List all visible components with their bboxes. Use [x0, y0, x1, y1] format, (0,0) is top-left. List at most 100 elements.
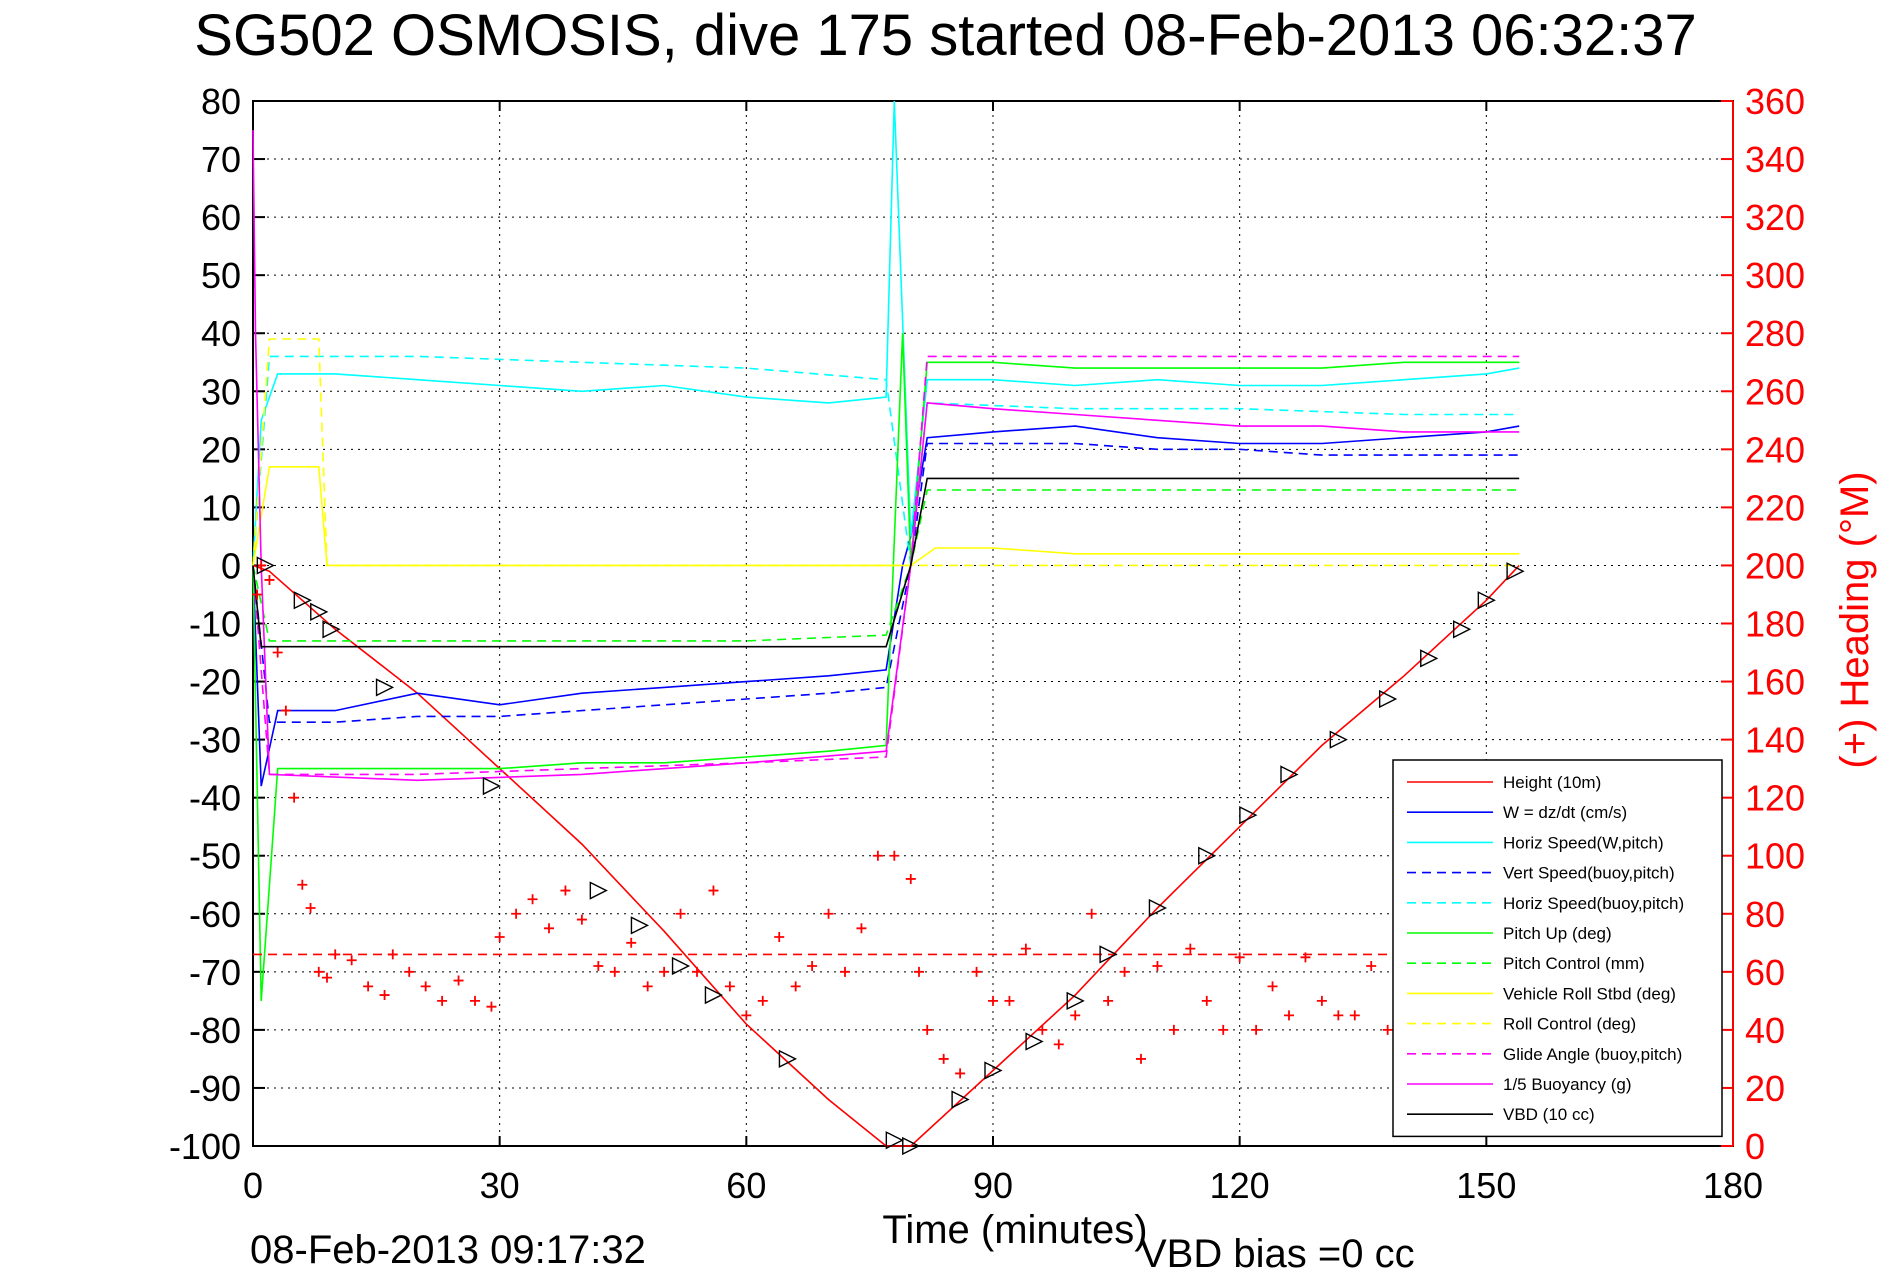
heading-point — [922, 1024, 933, 1035]
heading-point — [988, 995, 998, 1006]
turn-marker — [256, 556, 275, 575]
turn-marker — [1099, 945, 1118, 964]
heading-point — [494, 932, 505, 942]
right-tick-label: 120 — [1745, 778, 1805, 819]
heading-point — [872, 850, 883, 861]
turn-marker — [1148, 898, 1168, 918]
right-tick-label: 200 — [1745, 545, 1805, 586]
y-tick-label: 0 — [221, 545, 241, 586]
heading-point — [905, 873, 916, 884]
heading-point — [955, 1068, 966, 1079]
right-tick-label: 40 — [1745, 1010, 1785, 1051]
heading-point — [289, 792, 300, 803]
turn-marker — [704, 985, 724, 1005]
heading-point — [470, 995, 480, 1006]
heading-point — [486, 1001, 497, 1012]
heading-point — [593, 961, 604, 972]
turn-marker — [1477, 591, 1496, 610]
y-tick-label: -70 — [189, 952, 241, 993]
heading-point — [387, 949, 398, 960]
legend-label-5: Pitch Up (deg) — [1503, 924, 1612, 943]
heading-point — [453, 975, 464, 986]
turn-marker — [951, 1090, 970, 1109]
heading-point — [272, 647, 283, 658]
x-tick-label: 0 — [243, 1165, 263, 1206]
right-tick-label: 280 — [1745, 313, 1805, 354]
heading-point — [692, 966, 702, 977]
heading-point — [1349, 1010, 1360, 1021]
turn-marker — [1280, 765, 1299, 784]
heading-point — [511, 908, 522, 919]
x-tick-label: 90 — [973, 1165, 1013, 1206]
heading-point — [1316, 995, 1327, 1006]
y-axis-ticks: -100-90-80-70-60-50-40-30-20-10010203040… — [169, 81, 265, 1167]
right-axis-label: (+) Heading (°M) — [1833, 471, 1877, 768]
y-tick-label: -100 — [169, 1126, 241, 1167]
heading-point — [914, 966, 924, 977]
heading-point — [757, 995, 768, 1006]
heading-point — [1037, 1024, 1048, 1035]
turn-marker — [885, 1131, 904, 1150]
legend-label-6: Pitch Control (mm) — [1503, 954, 1645, 973]
heading-point — [626, 937, 637, 948]
legend-label-4: Horiz Speed(buoy,pitch) — [1503, 894, 1684, 913]
turn-marker — [778, 1049, 798, 1069]
x-axis-ticks: 0 30 60 90 120 150 180 — [243, 101, 1763, 1206]
legend-label-2: Horiz Speed(W,pitch) — [1503, 833, 1664, 852]
heading-point — [437, 995, 448, 1006]
heading-point — [264, 574, 275, 585]
turn-marker — [902, 1136, 921, 1156]
heading-point — [659, 966, 670, 977]
heading-point — [1185, 943, 1196, 954]
turn-marker — [1378, 689, 1398, 709]
turn-markers — [256, 556, 1525, 1156]
x-tick-label: 60 — [726, 1165, 766, 1206]
y-tick-label: 30 — [201, 371, 241, 412]
heading-point — [363, 981, 374, 992]
heading-point — [1136, 1053, 1146, 1064]
footer-date: 08-Feb-2013 09:17:32 — [250, 1228, 646, 1272]
right-tick-label: 100 — [1745, 836, 1805, 877]
turn-marker — [1025, 1032, 1044, 1051]
heading-point — [1284, 1010, 1294, 1021]
right-tick-label: 60 — [1745, 952, 1785, 993]
heading-markers — [252, 560, 1410, 1079]
right-tick-label: 260 — [1745, 371, 1805, 412]
y-tick-label: -20 — [189, 662, 241, 703]
right-tick-label: 0 — [1745, 1126, 1765, 1167]
heading-point — [724, 981, 735, 992]
heading-point — [889, 850, 900, 861]
legend-label-11: VBD (10 cc) — [1503, 1105, 1595, 1124]
turn-marker — [322, 620, 341, 639]
heading-point — [404, 966, 415, 977]
y-tick-label: -40 — [189, 778, 241, 819]
heading-point — [675, 908, 686, 919]
heading-point — [774, 932, 785, 942]
right-tick-label: 160 — [1745, 662, 1805, 703]
heading-point — [1053, 1039, 1064, 1050]
legend-label-1: W = dz/dt (cm/s) — [1503, 803, 1627, 822]
heading-point — [1004, 995, 1015, 1006]
y-tick-label: -30 — [189, 720, 241, 761]
heading-point — [322, 972, 332, 983]
right-tick-label: 80 — [1745, 894, 1785, 935]
heading-point — [1234, 952, 1245, 963]
heading-point — [379, 990, 390, 1001]
heading-point — [1218, 1024, 1229, 1035]
heading-point — [252, 589, 263, 600]
turn-marker — [293, 591, 312, 610]
right-tick-label: 300 — [1745, 255, 1805, 296]
heading-point — [544, 923, 554, 934]
right-tick-label: 360 — [1745, 81, 1805, 122]
heading-point — [297, 879, 308, 890]
right-axis-ticks: 0 20 40 60 80 100 120 140 160 180 200 220 240 260 280 3… — [1721, 81, 1805, 1167]
legend-box — [1392, 759, 1723, 1138]
y-tick-label: -10 — [189, 604, 241, 645]
x-tick-label: 180 — [1703, 1165, 1763, 1206]
chart-title: SG502 OSMOSIS, dive 175 started 08-Feb-2… — [194, 3, 1697, 68]
y-tick-label: 80 — [201, 81, 241, 122]
turn-marker — [1239, 805, 1258, 825]
y-tick-label: 60 — [201, 197, 241, 238]
heading-point — [609, 966, 620, 977]
